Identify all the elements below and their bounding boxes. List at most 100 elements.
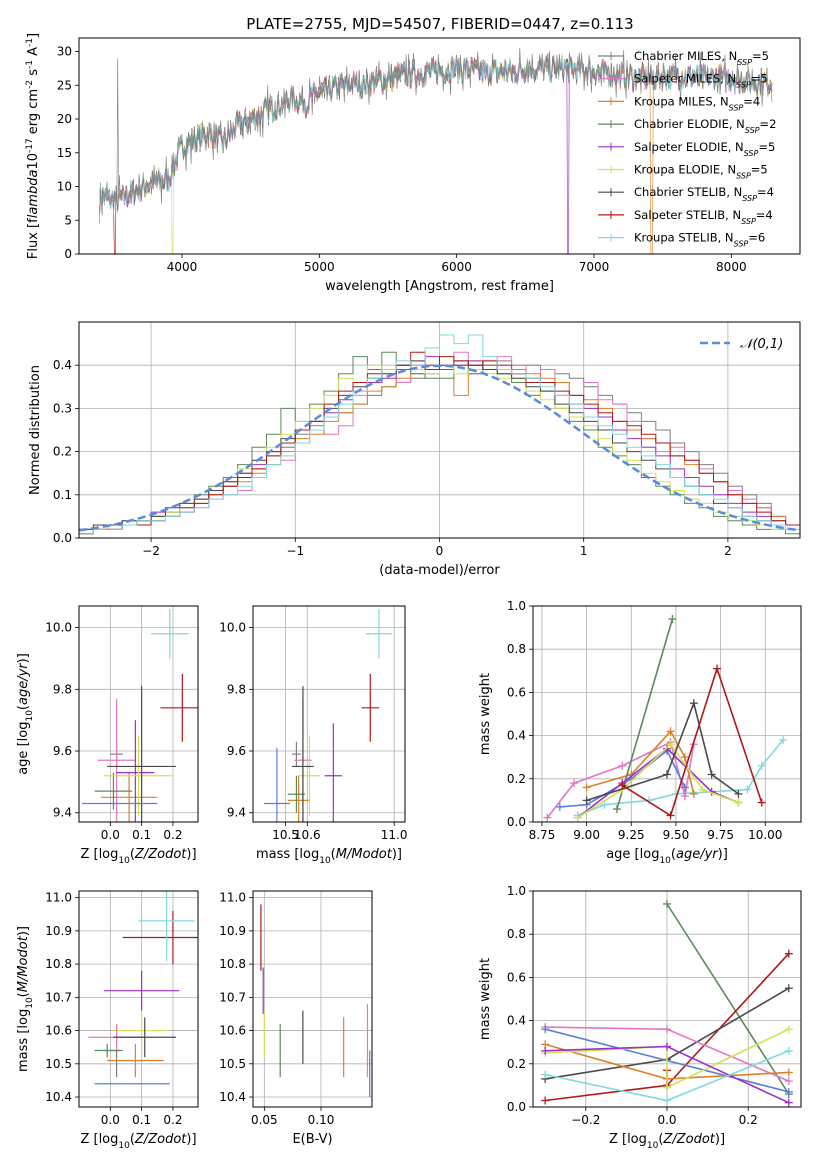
y-axis-label: age [log10(age/yr)] [16,653,35,775]
y-tick-label: 0.8 [507,642,526,656]
axes-frame [252,890,373,1108]
x-tick-label: 8000 [716,260,747,274]
label-part: ( [16,992,31,997]
x-tick-label: 10.5 [272,828,299,842]
label-part: )] [718,847,728,862]
legend-name: Chabrier STELIB, N [634,185,742,199]
y-tick-label: 0.4 [507,1014,526,1028]
x-axis-label: E(B-V) [292,1132,332,1147]
y-tick-label: 5 [64,213,72,227]
legend-sub: SSP [744,148,759,157]
y-tick-label: 10.9 [219,924,246,938]
x-axis-label: Z [log10(Z/Zodot)] [80,1132,196,1151]
x-tick-label: 9.75 [707,828,734,842]
x-axis-label: wavelength [Angstrom, rest frame] [325,279,554,294]
legend-label: Salpeter STELIB, NSSP=4 [634,208,773,226]
x-tick-label: 0 [436,544,444,558]
x-tick-label: 0.1 [132,828,151,842]
legend-sub: SSP [729,103,744,112]
panel-Z-mass: 0.0 0.1 0.2 10.4 10.5 10.6 10.7 10.8 10.9 11.0 Z [… [16,890,199,1151]
axes-frame [532,605,802,823]
label-part: 10 [659,856,671,866]
plot-area [99,47,773,254]
legend: Chabrier MILES, NSSP=5 Salpeter MILES, N S… [598,49,776,248]
label-part: 10 [118,856,130,866]
y-tick-label: 10.0 [45,621,72,635]
label-part: ] [26,33,41,38]
weight-line [666,903,790,1095]
legend-label: Chabrier MILES, NSSP=5 [634,49,769,67]
y-tick-label: 0.3 [53,401,72,415]
label-part: odot [686,1132,716,1147]
label-part: Z/Z [662,1132,686,1147]
axes-frame [252,605,406,823]
legend-label: Kroupa MILES, NSSP=4 [634,94,760,112]
y-tick-label: 0.2 [507,772,526,786]
x-tick-label: −0.2 [571,1113,600,1127]
label-part: ( [130,1132,135,1147]
label-part: )] [186,1132,196,1147]
panel-age-weight: 8.75 9.00 9.25 9.50 9.75 10.00 0.0 0.2 0.4 0.6 0.8… [478,599,802,866]
histogram-step [79,334,800,535]
x-tick-label: 9.50 [663,828,690,842]
y-tick-label: 0.0 [507,815,526,829]
y-tick-label: 1.0 [507,599,526,613]
weight-line [586,729,695,795]
y-tick-label: 15 [57,146,72,160]
y-tick-label: 10.8 [45,957,72,971]
label-part: ( [130,847,135,862]
y-tick-label: 9.8 [227,682,246,696]
legend-count: =4 [756,208,773,222]
legend-count: =5 [751,163,768,177]
y-axis-label: Normed distribution [28,365,43,495]
y-tick-label: 0 [64,247,72,261]
legend-name: Kroupa ELODIE, N [634,163,736,177]
label-part: Z [log [80,1132,118,1147]
label-part: )] [186,847,196,862]
legend-name: Chabrier ELODIE, N [634,117,745,131]
plot-area [79,334,800,535]
y-tick-label: 9.6 [227,744,246,758]
weight-line [545,1028,790,1089]
label-part: age [log [16,722,31,775]
legend-name: Salpeter MILES, N [634,72,736,86]
label-part: Normed distribution [28,365,43,495]
x-tick-label: 10.6 [294,828,321,842]
x-tick-label: 5000 [304,260,335,274]
label-part: odot [16,935,31,965]
label-part: age/yr [16,662,31,705]
legend-sub: SSP [736,171,751,180]
x-axis-label: (data-model)/error [379,563,500,578]
axes-frame [78,321,801,539]
axes-frame [78,890,199,1108]
label-part: 10 [319,856,331,866]
y-tick-label: 10 [57,180,72,194]
panel-mass-age: 10.510.6 11.0 9.4 9.6 9.8 10.0 mass [log10(M/M… [219,605,408,866]
normal-curve [79,364,800,532]
label-part: ( [16,705,31,710]
x-tick-label: 11.0 [381,828,408,842]
legend-sub: SSP [741,216,756,225]
label-part: Flux [f [26,218,41,259]
label-part: A [26,47,41,60]
y-tick-label: 9.8 [53,682,72,696]
label-part: 10 [25,997,35,1009]
x-tick-label: 0.2 [163,1113,182,1127]
y-tick-label: 11.0 [219,891,246,905]
legend-sub: SSP [742,194,757,203]
label-part: mass weight [478,673,493,755]
x-tick-label: 0.05 [251,1113,278,1127]
y-tick-label: 10.5 [219,1057,246,1071]
legend-label: Kroupa STELIB, NSSP=6 [634,231,765,249]
y-tick-label: 9.6 [53,744,72,758]
label-part: ( [658,1132,663,1147]
x-axis-label: mass [log10(M/Modot)] [256,847,402,866]
label-part: age/yr [676,847,719,862]
legend-count: =5 [758,140,775,154]
label-part: )] [16,926,31,936]
label-part: mass [log [256,847,319,862]
x-tick-label: −1 [286,544,304,558]
axes-frame [78,37,801,255]
y-tick-label: 9.4 [53,806,72,820]
x-tick-label: 2 [724,544,732,558]
